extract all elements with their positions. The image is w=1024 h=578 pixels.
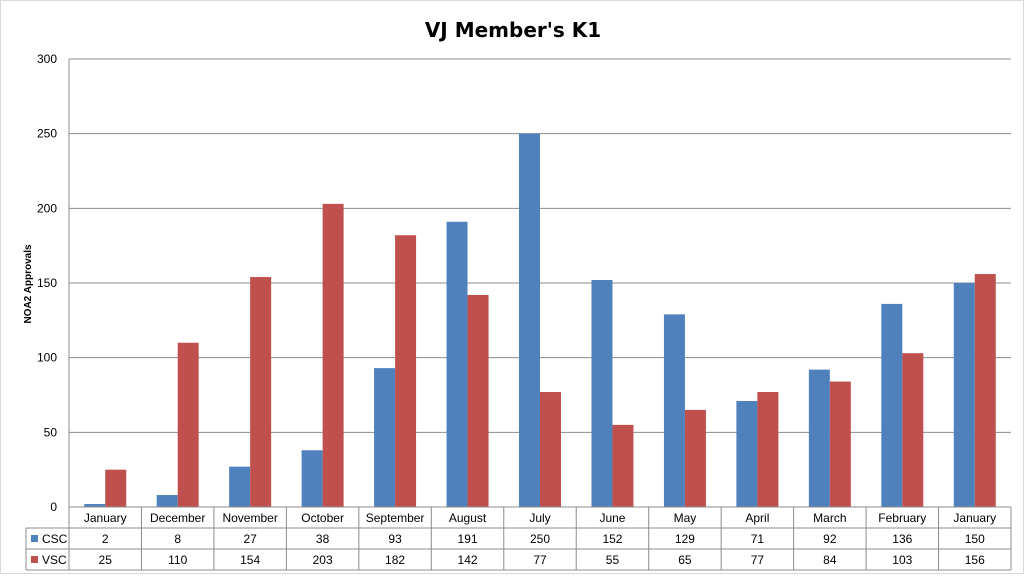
table-value-vsc: 182	[385, 553, 405, 567]
x-tick-label: January	[953, 511, 996, 525]
x-tick-label: April	[745, 511, 769, 525]
table-value-vsc: 77	[533, 553, 547, 567]
bar-vsc	[974, 274, 996, 507]
x-tick-label: August	[449, 511, 487, 525]
bar-csc	[953, 283, 975, 507]
data-table: January December November October September A…	[25, 506, 1012, 571]
table-value-csc: 38	[316, 532, 330, 546]
bar-csc	[229, 466, 251, 507]
bar-csc	[374, 368, 396, 507]
table-value-csc: 71	[751, 532, 765, 546]
bar-vsc	[612, 424, 634, 507]
bar-vsc	[395, 235, 417, 508]
table-value-vsc: 84	[823, 553, 837, 567]
chart-title: VJ Member's K1	[425, 18, 601, 42]
table-value-vsc: 103	[892, 553, 912, 567]
x-tick-label: June	[599, 511, 625, 525]
bar-csc	[156, 495, 178, 507]
bar-vsc	[540, 392, 561, 507]
bar-vsc	[684, 409, 706, 507]
x-tick-label: November	[222, 511, 277, 525]
bar-csc	[301, 450, 323, 507]
bar-vsc	[467, 294, 489, 507]
bar-csc	[736, 400, 758, 507]
y-tick-label: 0	[50, 500, 57, 514]
table-value-csc: 93	[388, 532, 402, 546]
bar-vsc	[322, 203, 344, 507]
table-value-vsc: 25	[99, 553, 113, 567]
bar-vsc	[105, 469, 127, 507]
y-tick-label: 200	[37, 201, 57, 215]
table-value-csc: 2	[102, 532, 109, 546]
table-value-vsc: 154	[240, 553, 260, 567]
bar-vsc	[757, 392, 779, 507]
bar-csc	[881, 303, 903, 507]
x-tick-label: May	[674, 511, 697, 525]
y-tick-label: 50	[44, 425, 58, 439]
legend-label-csc: CSC	[42, 532, 68, 546]
table-value-csc: 92	[823, 532, 837, 546]
bar-csc	[808, 369, 830, 507]
table-value-vsc: 65	[678, 553, 692, 567]
bar-vsc	[250, 277, 272, 507]
x-tick-label: September	[366, 511, 425, 525]
y-tick-label: 250	[37, 127, 57, 141]
table-value-csc: 136	[892, 532, 912, 546]
bar-vsc	[829, 381, 851, 507]
y-tick-label: 150	[37, 276, 57, 290]
bar-vsc	[902, 353, 924, 507]
bar-csc	[663, 314, 685, 507]
x-tick-label: March	[813, 511, 846, 525]
x-tick-label: October	[301, 511, 344, 525]
table-value-vsc: 156	[965, 553, 985, 567]
x-tick-label: December	[150, 511, 205, 525]
table-value-csc: 250	[530, 532, 550, 546]
table-value-csc: 152	[602, 532, 622, 546]
table-value-vsc: 55	[606, 553, 620, 567]
table-value-vsc: 77	[751, 553, 765, 567]
x-tick-label: July	[529, 511, 550, 525]
table-value-vsc: 110	[168, 553, 187, 567]
legend-label-vsc: VSC	[42, 553, 67, 567]
bar-csc	[84, 504, 106, 507]
y-tick-label: 100	[37, 351, 57, 365]
bar-csc	[519, 133, 540, 507]
table-value-vsc: 203	[313, 553, 333, 567]
bar-vsc	[177, 342, 199, 507]
y-axis-label: NOA2 Approvals	[23, 244, 34, 324]
table-value-csc: 129	[675, 532, 695, 546]
table-value-csc: 8	[174, 532, 181, 546]
table-value-csc: 150	[965, 532, 985, 546]
bar-csc	[446, 221, 468, 508]
y-tick-label: 300	[37, 52, 57, 66]
table-value-csc: 27	[243, 532, 257, 546]
legend-key-csc	[31, 535, 38, 542]
bars	[84, 133, 996, 508]
y-axis-ticks: 0 50 100 150 200 250 300	[37, 52, 57, 514]
x-tick-label: February	[878, 511, 926, 525]
table-value-vsc: 142	[458, 553, 478, 567]
x-tick-label: January	[84, 511, 127, 525]
legend-key-vsc	[31, 556, 38, 563]
table-value-csc: 191	[458, 532, 478, 546]
bar-csc	[591, 280, 613, 507]
